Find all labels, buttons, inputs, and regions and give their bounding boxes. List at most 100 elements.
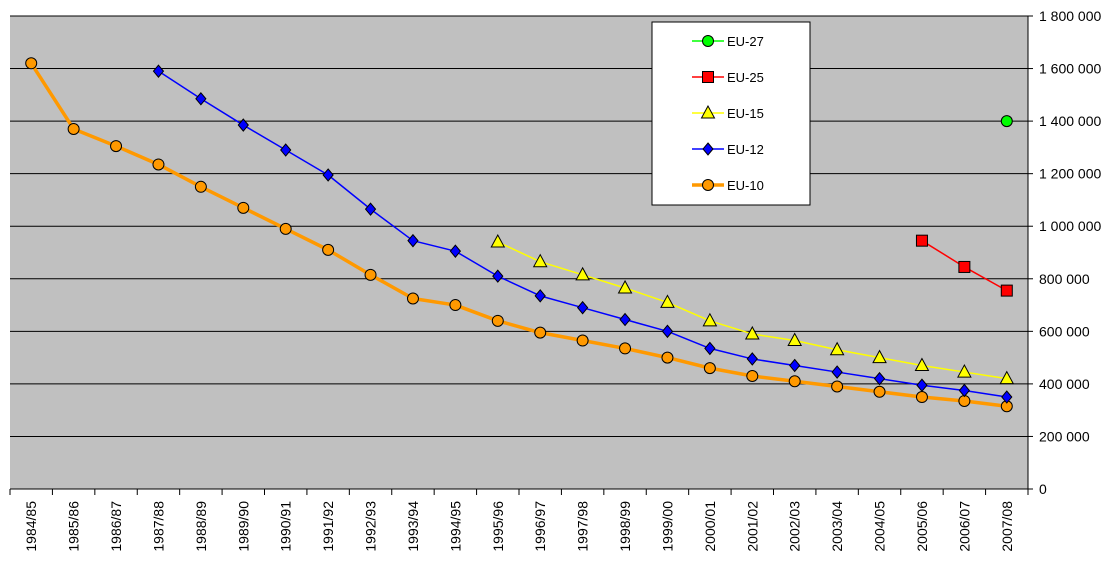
series-line	[29, 62, 1008, 408]
data-point	[279, 222, 292, 235]
data-point	[449, 299, 462, 312]
data-point	[1000, 115, 1013, 128]
data-point	[322, 243, 335, 256]
x-tick-label: 1999/00	[659, 501, 675, 552]
x-tick-label: 2002/03	[787, 501, 803, 552]
grid-lines	[10, 15, 1028, 437]
series-eu-12	[152, 64, 1013, 404]
data-point	[660, 294, 675, 308]
x-tick-label: 1987/88	[150, 501, 166, 552]
data-point	[491, 314, 504, 327]
data-point	[280, 143, 292, 157]
x-tick-label: 1998/99	[617, 501, 633, 552]
data-point	[829, 341, 845, 356]
data-point	[152, 64, 165, 78]
x-tick-label: 1992/93	[363, 501, 379, 552]
legend-label: EU-10	[727, 178, 764, 193]
x-tick-label: 1997/98	[575, 501, 591, 552]
data-point	[237, 201, 250, 214]
x-tick-label: 1986/87	[108, 501, 124, 552]
data-point	[704, 341, 716, 356]
data-point	[702, 312, 718, 327]
data-point	[958, 260, 971, 273]
legend: EU-27 EU-25 EU-15 EU-12 EU-10	[651, 21, 811, 206]
data-point	[532, 253, 548, 268]
series-eu-10	[25, 57, 1013, 413]
x-tick-label: 1993/94	[405, 501, 421, 552]
legend-box	[651, 21, 811, 206]
y-tick-label: 1 800 000	[1039, 8, 1101, 24]
y-tick-label: 200 000	[1039, 428, 1090, 444]
data-point	[490, 233, 506, 248]
data-point	[831, 365, 843, 379]
data-point	[152, 158, 165, 171]
data-point	[576, 334, 589, 347]
legend-label: EU-12	[727, 142, 764, 157]
data-point	[872, 349, 887, 364]
data-point	[237, 118, 249, 132]
data-point	[916, 378, 928, 392]
data-point	[449, 244, 462, 258]
data-point	[364, 268, 377, 281]
data-point	[661, 351, 674, 364]
data-point	[831, 380, 844, 393]
legend-item: EU-10	[692, 178, 764, 193]
data-point	[110, 140, 123, 153]
legend-label: EU-15	[727, 106, 764, 121]
data-point	[25, 57, 38, 70]
x-tick-label: 2005/06	[914, 501, 930, 552]
data-point	[492, 269, 504, 283]
x-axis-tick-labels: 1984/85 1985/86 1986/87 1987/88 1988/89 1989/…	[23, 501, 1015, 552]
y-tick-label: 1 600 000	[1039, 61, 1101, 77]
legend-item: EU-25	[692, 70, 764, 85]
data-point	[1000, 284, 1013, 297]
data-point	[915, 234, 928, 247]
data-point	[873, 385, 886, 398]
legend-item: EU-12	[692, 142, 764, 157]
y-tick-label: 400 000	[1039, 376, 1090, 392]
legend-item: EU-27	[692, 34, 764, 49]
data-point	[407, 233, 419, 248]
data-point	[534, 326, 547, 339]
series-eu-25	[915, 234, 1013, 297]
x-tick-label: 2006/07	[956, 501, 972, 552]
series-eu-15	[490, 233, 1015, 385]
x-tick-label: 1990/91	[278, 501, 294, 552]
legend-marker	[702, 35, 714, 47]
x-tick-label: 2000/01	[702, 501, 718, 552]
legend-marker	[700, 104, 716, 119]
data-point	[787, 332, 803, 347]
x-tick-label: 1995/96	[490, 501, 506, 552]
y-axis-tick-labels: 0 200 000 400 000 600 000 800 000 1 000 000 1 …	[1039, 8, 1101, 497]
data-point	[67, 122, 80, 135]
x-tick-label: 1991/92	[320, 501, 336, 552]
data-point	[914, 357, 930, 371]
data-point	[619, 312, 631, 327]
x-tick-label: 1988/89	[193, 501, 209, 552]
data-point	[746, 352, 758, 366]
data-point	[619, 342, 632, 355]
legend-item: EU-15	[692, 104, 764, 121]
data-point	[322, 168, 334, 182]
data-point	[575, 266, 590, 281]
x-tick-label: 2003/04	[829, 501, 845, 552]
data-point	[617, 279, 633, 294]
data-point	[703, 362, 716, 375]
series-layer	[25, 57, 1015, 413]
x-tick-label: 1996/97	[532, 501, 548, 552]
data-point	[194, 180, 207, 193]
data-point	[364, 202, 377, 216]
data-point	[744, 325, 760, 340]
x-tick-label: 1985/86	[66, 501, 82, 552]
data-point	[873, 371, 886, 386]
axes	[9, 15, 1033, 495]
y-tick-label: 1 200 000	[1039, 166, 1101, 182]
data-point	[1001, 390, 1013, 404]
data-point	[958, 383, 971, 398]
y-tick-label: 800 000	[1039, 271, 1090, 287]
x-tick-label: 2007/08	[999, 501, 1015, 552]
legend-marker	[702, 142, 714, 156]
data-point	[788, 375, 801, 388]
x-tick-label: 1994/95	[447, 501, 463, 552]
